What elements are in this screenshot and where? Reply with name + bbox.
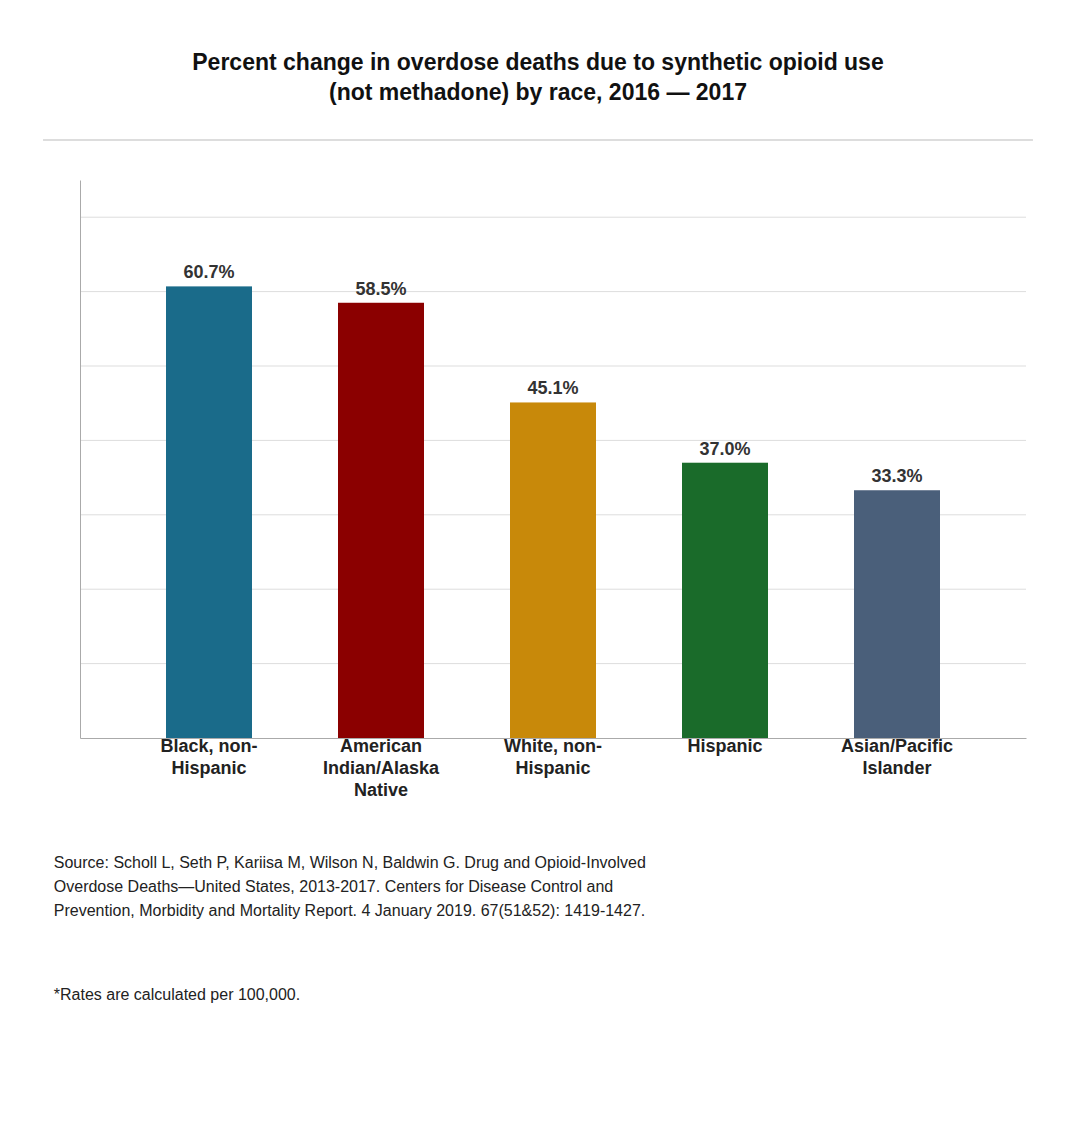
x-axis: Black, non-HispanicAmericanIndian/Alaska… <box>81 736 1027 800</box>
text-line: Native <box>354 780 408 800</box>
text-line: Overdose Deaths—United States, 2013-2017… <box>54 878 613 895</box>
text-line: *Rates are calculated per 100,000. <box>54 986 300 1003</box>
text-line: (not methadone) by race, 2016 — 2017 <box>329 79 747 105</box>
data-label: 33.3% <box>871 466 922 486</box>
x-tick-label: White, non-Hispanic <box>504 736 602 778</box>
chart: Percent change in overdose deaths due to… <box>0 0 1076 1128</box>
text-line: Indian/Alaska <box>323 758 440 778</box>
x-tick-label: Black, non-Hispanic <box>160 736 257 778</box>
text-line: Percent change in overdose deaths due to… <box>192 49 883 75</box>
grid-line <box>80 217 1026 218</box>
data-label: 45.1% <box>527 378 578 398</box>
y-axis <box>80 181 82 739</box>
data-label: 60.7% <box>183 262 234 282</box>
annotation: Source: Scholl L, Seth P, Kariisa M, Wil… <box>54 854 646 919</box>
text-line: Asian/Pacific <box>841 736 953 756</box>
x-tick-label: AmericanIndian/AlaskaNative <box>323 736 440 800</box>
data-label: 37.0% <box>699 439 750 459</box>
separator <box>43 140 1033 141</box>
text-line: Islander <box>862 758 931 778</box>
text-line: Black, non- <box>160 736 257 756</box>
data-labels: 60.7% 58.5% 45.1% 37.0% 33.3% <box>183 262 922 486</box>
bar <box>682 463 768 738</box>
bar <box>338 303 424 738</box>
title: Percent change in overdose deaths due to… <box>192 49 883 105</box>
plot: 60.7%58.5%45.1%37.0%33.3%Black, non-Hisp… <box>80 181 1027 801</box>
text-line: Hispanic <box>515 758 590 778</box>
x-tick-label: Hispanic <box>687 736 762 756</box>
text-line: Source: Scholl L, Seth P, Kariisa M, Wil… <box>54 854 646 871</box>
text-line: American <box>340 736 422 756</box>
x-tick: White, non-Hispanic <box>504 736 602 778</box>
text-line: Hispanic <box>687 736 762 756</box>
y-axis-line <box>80 181 81 739</box>
x-tick-label: Asian/PacificIslander <box>841 736 953 778</box>
data-label: 58.5% <box>355 279 406 299</box>
bars <box>166 286 940 738</box>
bar <box>510 402 596 738</box>
x-tick: Asian/PacificIslander <box>841 736 953 778</box>
x-tick: Black, non-Hispanic <box>160 736 257 778</box>
annotation: *Rates are calculated per 100,000. <box>54 986 300 1003</box>
text-line: Hispanic <box>171 758 246 778</box>
bar <box>854 490 940 738</box>
text-line: White, non- <box>504 736 602 756</box>
text-line: Prevention, Morbidity and Mortality Repo… <box>54 902 645 919</box>
bar <box>166 286 252 738</box>
x-tick: Hispanic <box>687 736 762 756</box>
x-tick: AmericanIndian/AlaskaNative <box>323 736 440 800</box>
